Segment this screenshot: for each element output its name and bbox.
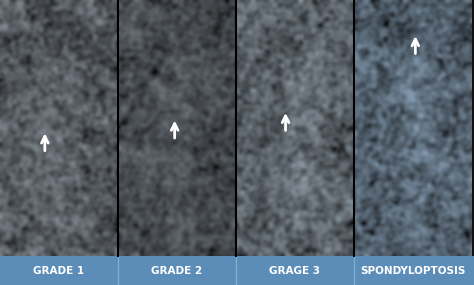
Text: GRAGE 3: GRAGE 3 — [270, 266, 320, 276]
Bar — [0, 256, 474, 285]
Text: SPONDYLOPTOSIS: SPONDYLOPTOSIS — [360, 266, 465, 276]
Text: GRADE 1: GRADE 1 — [34, 266, 84, 276]
Text: GRADE 2: GRADE 2 — [151, 266, 202, 276]
